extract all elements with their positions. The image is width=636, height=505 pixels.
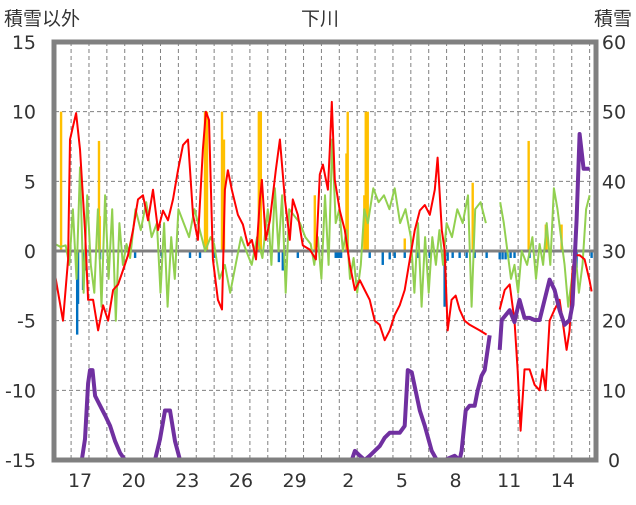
plot-frame bbox=[51, 39, 599, 463]
right-tick-label: 50 bbox=[602, 102, 626, 124]
blue-bar bbox=[339, 251, 343, 258]
left-tick-label: -10 bbox=[5, 380, 36, 402]
series-lines bbox=[54, 100, 593, 462]
blue-bar bbox=[403, 251, 406, 258]
left-tick-label: 15 bbox=[12, 32, 36, 54]
blue-bar bbox=[446, 251, 449, 261]
orange-bar bbox=[205, 111, 209, 252]
blue-bar bbox=[198, 251, 202, 258]
left-tick-label: -15 bbox=[5, 450, 36, 472]
blue-bar bbox=[501, 251, 504, 260]
x-tick-label: 8 bbox=[449, 470, 461, 492]
blue-bar bbox=[338, 251, 341, 258]
blue-bar bbox=[473, 251, 476, 258]
blue-bar bbox=[504, 251, 507, 260]
chart-title: 下川 bbox=[301, 8, 339, 30]
blue-bar bbox=[513, 251, 516, 258]
x-tick-label: 11 bbox=[497, 470, 521, 492]
x-tick-label: 20 bbox=[122, 470, 146, 492]
x-tick-label: 26 bbox=[229, 470, 253, 492]
orange-bar bbox=[203, 111, 207, 252]
blue-bar bbox=[334, 251, 337, 258]
x-tick-label: 2 bbox=[342, 470, 354, 492]
x-tick-label: 29 bbox=[283, 470, 307, 492]
orange-bar bbox=[257, 111, 261, 252]
blue-bar bbox=[465, 251, 468, 258]
right-tick-label: 0 bbox=[608, 450, 620, 472]
blue-bar bbox=[133, 251, 137, 258]
left-axis-title: 積雪以外 bbox=[4, 8, 80, 30]
blue-bar bbox=[381, 251, 384, 265]
right-axis-title: 積雪 bbox=[594, 8, 632, 30]
blue-bar bbox=[393, 251, 396, 258]
blue-bar bbox=[451, 251, 454, 258]
snow-depth-line bbox=[55, 335, 492, 462]
orange-bar bbox=[527, 140, 530, 251]
snow-depth-line bbox=[497, 132, 590, 351]
blue-bar bbox=[485, 251, 488, 258]
orange-bar bbox=[364, 111, 367, 252]
blue-bar bbox=[498, 251, 501, 260]
right-tick-label: 30 bbox=[602, 241, 626, 263]
bars bbox=[55, 111, 595, 335]
orange-bar bbox=[346, 111, 349, 252]
gridlines bbox=[55, 42, 595, 460]
x-tick-label: 14 bbox=[551, 470, 575, 492]
orange-bar bbox=[59, 111, 63, 252]
blue-bar bbox=[509, 251, 512, 258]
right-tick-label: 20 bbox=[602, 311, 626, 333]
right-tick-label: 60 bbox=[602, 32, 626, 54]
blue-bar bbox=[428, 251, 431, 258]
blue-bar bbox=[336, 251, 339, 258]
blue-bar bbox=[416, 251, 420, 258]
orange-bar bbox=[220, 111, 224, 252]
green-line bbox=[54, 138, 487, 322]
left-tick-label: 10 bbox=[12, 102, 36, 124]
right-tick-label: 40 bbox=[602, 171, 626, 193]
orange-bar bbox=[313, 195, 317, 251]
left-tick-label: 0 bbox=[24, 241, 36, 263]
red-line bbox=[54, 100, 488, 342]
x-tick-label: 5 bbox=[396, 470, 408, 492]
blue-bar bbox=[296, 251, 300, 258]
blue-bar bbox=[388, 251, 391, 260]
orange-bar bbox=[97, 140, 101, 251]
x-tick-label: 23 bbox=[175, 470, 199, 492]
blue-bar bbox=[458, 251, 461, 258]
orange-bar bbox=[345, 153, 348, 251]
orange-bar bbox=[403, 238, 406, 251]
blue-bar bbox=[443, 251, 446, 307]
left-tick-label: 5 bbox=[24, 171, 36, 193]
blue-bar bbox=[76, 251, 80, 304]
left-tick-label: -5 bbox=[17, 311, 36, 333]
orange-bar bbox=[471, 182, 474, 251]
orange-bar bbox=[366, 111, 369, 252]
right-tick-label: 10 bbox=[602, 380, 626, 402]
blue-bar bbox=[188, 251, 192, 258]
blue-bar bbox=[590, 251, 593, 258]
blue-bar bbox=[368, 251, 371, 258]
blue-bar bbox=[277, 251, 281, 263]
blue-bar bbox=[281, 251, 285, 271]
x-tick-label: 17 bbox=[68, 470, 92, 492]
